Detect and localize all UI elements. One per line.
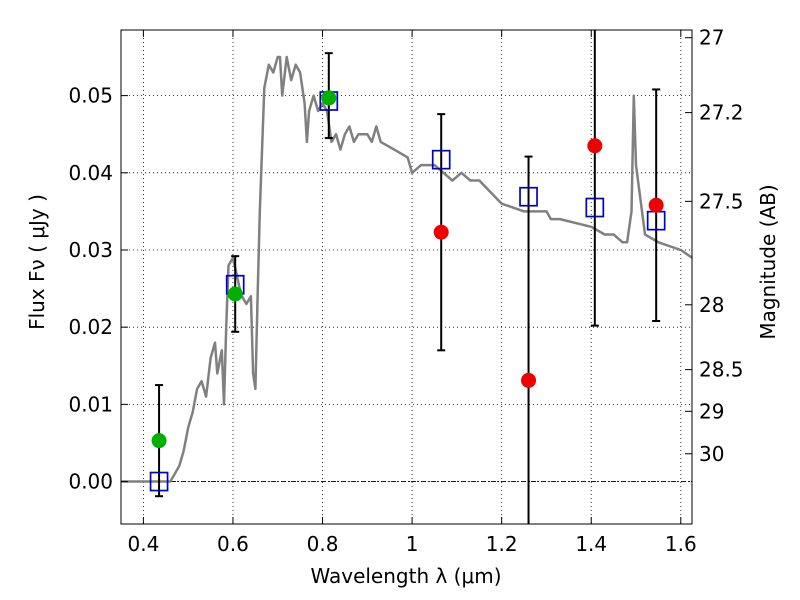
y-ticks: 0.00 0.01 0.02 0.03 0.04 0.05 [68, 84, 128, 494]
x-tick-label: 1.4 [575, 532, 607, 556]
model-flux-box [149, 471, 169, 492]
observed-point-red [433, 224, 449, 240]
y2-tick-label: 27 [699, 26, 724, 50]
observed-point-red [648, 197, 664, 213]
y2-tick-label: 28.5 [699, 358, 744, 382]
model-spectrum-layer [121, 55, 693, 483]
x-axis-label: Wavelength λ (μm) [310, 564, 501, 588]
observed-point-green [227, 286, 243, 302]
y-tick-label: 0.02 [68, 315, 113, 339]
model-spectrum-line [121, 55, 693, 483]
errorbar-layer [155, 30, 661, 524]
model-flux-box [585, 197, 605, 218]
y-tick-label: 0.00 [68, 470, 113, 494]
observed-point-red [521, 372, 537, 388]
y-tick-label: 0.04 [68, 161, 113, 185]
plot-frame [120, 29, 693, 525]
y2-axis-label: Magnitude (AB) [756, 184, 780, 339]
y-tick-label: 0.05 [68, 84, 113, 108]
x-tick-label: 1.2 [486, 532, 518, 556]
observed-point-green [321, 90, 337, 106]
y2-tick-label: 30 [699, 442, 724, 466]
grid-lines [121, 30, 692, 524]
y2-tick-label: 28 [699, 293, 724, 317]
model-flux-box [431, 149, 451, 170]
x-tick-label: 0.6 [217, 532, 249, 556]
y2-tick-label: 27.2 [699, 101, 744, 125]
observed-point-layer [151, 90, 664, 449]
y-tick-label: 0.03 [68, 238, 113, 262]
model-flux-box [519, 186, 538, 207]
y2-ticks: 27 27.2 27.5 28 28.5 29 30 [685, 26, 744, 466]
observed-point-green [151, 433, 167, 449]
x-ticks: 0.4 0.6 0.8 1 1.2 1.4 1.6 [127, 30, 697, 556]
x-tick-label: 0.8 [307, 532, 339, 556]
y-tick-label: 0.01 [68, 392, 113, 416]
y-axis-label: Flux Fν ( μJy ) [25, 194, 49, 330]
x-tick-label: 0.4 [127, 532, 159, 556]
y2-tick-label: 27.5 [699, 189, 744, 213]
x-tick-label: 1 [406, 532, 419, 556]
x-tick-label: 1.6 [665, 532, 697, 556]
observed-point-red [587, 138, 603, 154]
y2-tick-label: 29 [699, 399, 724, 423]
